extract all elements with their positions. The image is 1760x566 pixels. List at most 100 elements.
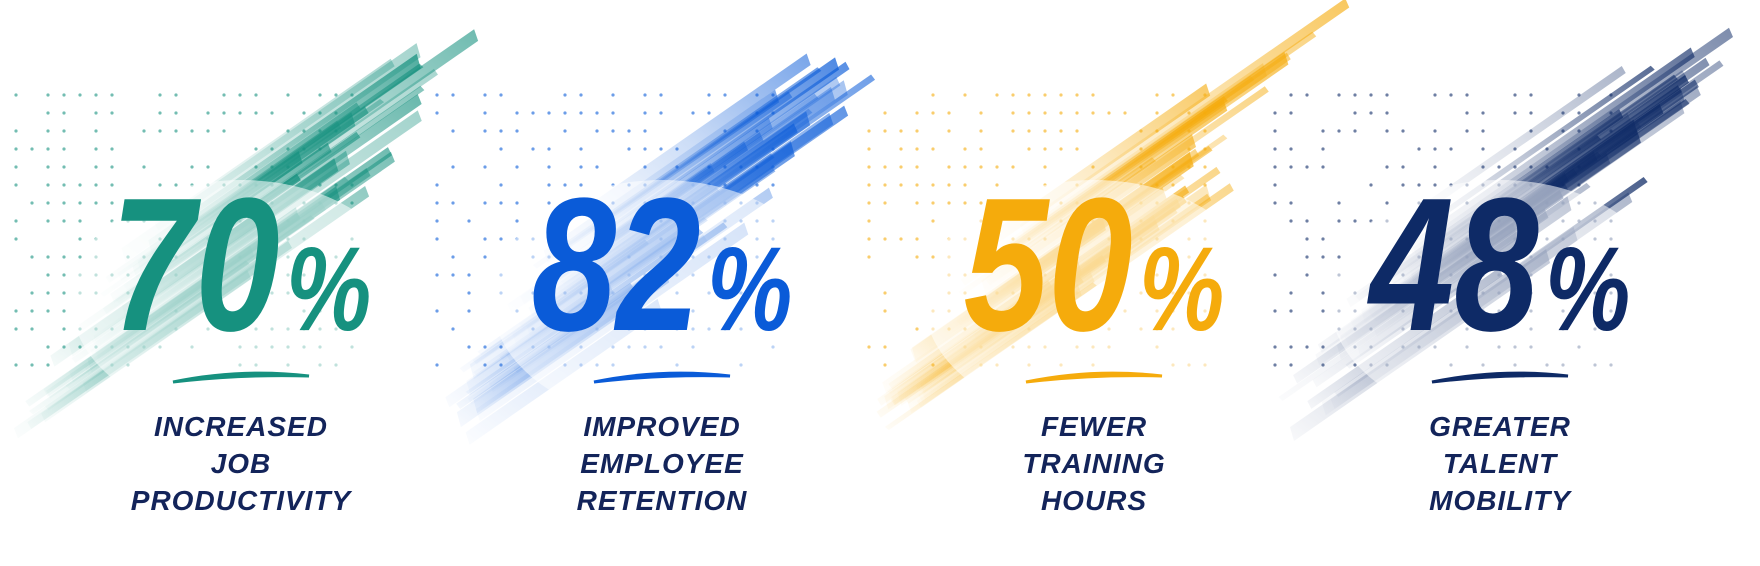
stat-value: 48% (1367, 159, 1630, 371)
stat-unit: % (1139, 223, 1224, 357)
dot (1289, 165, 1293, 169)
dot (1289, 291, 1293, 295)
dot (915, 165, 919, 169)
dot (46, 273, 50, 277)
dot (1337, 201, 1341, 205)
dot (1305, 255, 1309, 259)
dot (659, 93, 663, 97)
dot (1433, 147, 1437, 151)
dot (1273, 147, 1277, 151)
dot (1433, 165, 1437, 169)
dot (995, 183, 999, 187)
dot (595, 129, 599, 133)
stat-label: HOURS (1041, 485, 1147, 516)
dot (963, 147, 967, 151)
dot (883, 291, 887, 295)
dot (46, 363, 50, 367)
dot (467, 219, 471, 223)
dot (883, 183, 887, 187)
dot (915, 255, 919, 259)
dot (867, 201, 871, 205)
dot (30, 327, 34, 331)
dot (222, 129, 226, 133)
dot (174, 129, 178, 133)
dot (62, 165, 66, 169)
dot (883, 201, 887, 205)
dot (1401, 165, 1405, 169)
dot (1305, 345, 1309, 349)
dot (1289, 363, 1293, 367)
stat-card: 50% FEWER TRAINING HOURS (867, 0, 1350, 516)
dot (174, 111, 178, 115)
dot (62, 273, 66, 277)
dot (110, 147, 114, 151)
dot (254, 93, 258, 97)
dot (110, 111, 114, 115)
dot (46, 93, 50, 97)
dot (1043, 129, 1047, 133)
dot (206, 165, 210, 169)
dot (1321, 255, 1325, 259)
dot (1321, 309, 1325, 313)
stat-value: 50% (964, 159, 1225, 371)
dot (110, 201, 114, 205)
dot (979, 165, 983, 169)
dot (1353, 111, 1357, 115)
dot (62, 291, 66, 295)
dot (1481, 111, 1485, 115)
stat-label: RETENTION (577, 485, 748, 516)
dot (14, 237, 18, 241)
dot (499, 93, 503, 97)
dot (286, 93, 290, 97)
dot (46, 345, 50, 349)
dot (1289, 111, 1293, 115)
dot (62, 219, 66, 223)
dot (1369, 111, 1373, 115)
dot (46, 219, 50, 223)
dot (899, 147, 903, 151)
dot (222, 93, 226, 97)
dot (1385, 165, 1389, 169)
dot (1289, 147, 1293, 151)
dot (659, 111, 663, 115)
stat-value: 70% (111, 159, 372, 371)
dot (931, 147, 935, 151)
dot (1043, 165, 1047, 169)
dot (14, 363, 18, 367)
dot (1289, 93, 1293, 97)
dot (867, 147, 871, 151)
dot (238, 111, 242, 115)
dot (915, 111, 919, 115)
dot (30, 309, 34, 313)
dot (451, 327, 455, 331)
dot (579, 111, 583, 115)
dot (1091, 93, 1095, 97)
dot (14, 327, 18, 331)
underline-swoosh (593, 371, 731, 384)
dot (110, 183, 114, 187)
dot (30, 363, 34, 367)
dot (110, 165, 114, 169)
dot (1577, 111, 1581, 115)
dot (1529, 111, 1533, 115)
dot (46, 255, 50, 259)
dot (1433, 183, 1437, 187)
dot (1369, 93, 1373, 97)
dot (435, 219, 439, 223)
dot (547, 111, 551, 115)
dot (707, 93, 711, 97)
dot (1353, 93, 1357, 97)
dot (46, 111, 50, 115)
dot (1465, 111, 1469, 115)
dot (483, 93, 487, 97)
dot (867, 183, 871, 187)
dot (483, 201, 487, 205)
dot (142, 165, 146, 169)
dot (1433, 129, 1437, 133)
dot (451, 273, 455, 277)
dot (94, 93, 98, 97)
stat-label: INCREASED (154, 411, 328, 442)
stat-unit: % (1545, 223, 1630, 357)
dot (62, 183, 66, 187)
